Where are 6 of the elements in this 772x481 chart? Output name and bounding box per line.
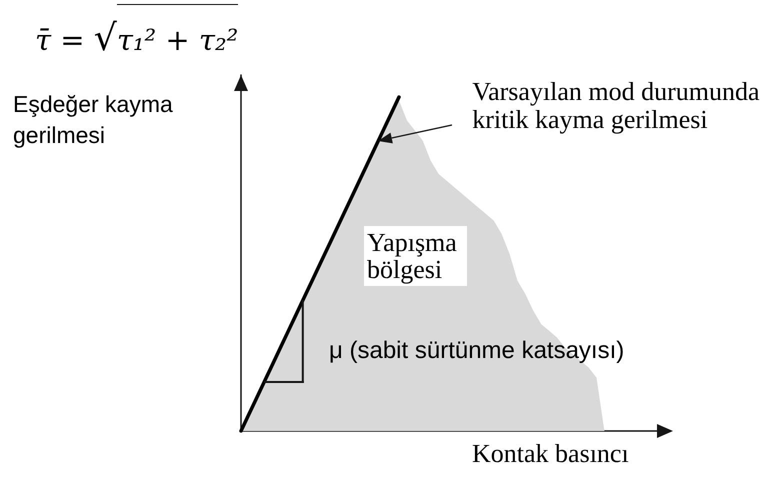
- series-label: Yapışma bölgesi: [367, 228, 457, 284]
- text: τ̄ = √τ₁² + τ₂²: [35, 15, 238, 59]
- y-axis-title: Eşdeğer kayma gerilmesi: [13, 91, 173, 148]
- annotation: μ (sabit sürtünme katsayısı): [329, 337, 624, 364]
- x-axis-title: Kontak basıncı: [472, 439, 629, 468]
- annotation: Varsayılan mod durumunda kritik kayma gerilmesi: [472, 77, 760, 134]
